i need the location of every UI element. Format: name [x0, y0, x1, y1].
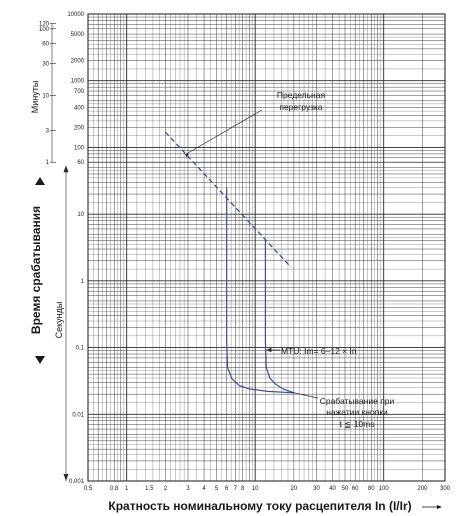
x-tick-label: 8	[241, 486, 245, 492]
y-axis-minutes-title: Минуты	[30, 81, 40, 114]
y-tick-label: 2000	[71, 59, 85, 65]
x-tick-label: 0.8	[110, 486, 119, 492]
x-tick-label: 7	[234, 486, 238, 492]
x-tick-label: 50	[342, 486, 349, 492]
seconds-scale-arrow-up	[63, 165, 69, 173]
annotation-overload-line-2: перегрузка	[279, 102, 323, 112]
series-line-2	[264, 239, 295, 394]
x-tick-label: 0.5	[84, 486, 93, 492]
series-line-0	[164, 131, 292, 268]
annotations-layer: Предельная перегрузка MTU: Im= 6–12 × In Ср…	[184, 90, 395, 429]
y-tick-label-seconds: 0.01	[72, 412, 84, 418]
y-tick-label-minutes: 10	[42, 94, 49, 100]
y-tick-label-seconds: 0.001	[69, 479, 85, 485]
annotation-button-leader	[290, 391, 319, 399]
y-tick-labels: 0.001 0.01 0.1 1 10 60 10000 5000 2000 1000 700 400…	[39, 12, 85, 485]
y-tick-label-minutes: 120	[39, 22, 50, 28]
annotation-button-line-1: Срабатывание при	[320, 396, 395, 406]
x-tick-label: 200	[417, 486, 428, 492]
plot-border	[87, 13, 446, 482]
y-tick-label-seconds: 60	[77, 160, 84, 166]
annotation-overload-line-1: Предельная	[277, 90, 326, 100]
y-tick-label: 700	[74, 89, 85, 95]
seconds-scale-arrow-down	[63, 474, 69, 481]
y-tick-label: 200	[74, 125, 85, 131]
x-tick-label: 10	[252, 486, 259, 492]
y-axis-arrow-up	[35, 177, 45, 185]
x-tick-labels: 0.5 0.8 1 1.5 2 3 4 5 6 7 8 10 20 30 40 50 60 80 100 200 300	[84, 486, 451, 492]
y-tick-label-minutes: 30	[42, 62, 49, 68]
x-tick-label: 4	[202, 486, 206, 492]
x-tick-label: 20	[291, 486, 298, 492]
y-axis-title: Время срабатывания	[29, 206, 43, 334]
y-axis-arrow-down	[35, 356, 45, 364]
y-tick-label-seconds: 0.1	[76, 346, 85, 352]
x-tick-label: 5	[215, 486, 219, 492]
grid	[87, 13, 446, 482]
x-axis-title: Кратность номинальному току расцепителя …	[108, 499, 411, 513]
x-axis-arrow-head	[437, 505, 442, 509]
x-tick-label: 60	[352, 486, 359, 492]
x-tick-label: 1.5	[145, 486, 154, 492]
x-tick-label: 6	[225, 486, 229, 492]
x-tick-label: 100	[379, 486, 390, 492]
annotation-overload-arrow	[185, 153, 190, 158]
series-layer	[164, 131, 295, 394]
x-tick-label: 300	[440, 486, 451, 492]
x-tick-label: 80	[368, 486, 375, 492]
y-tick-label-minutes: 1	[46, 160, 50, 166]
y-tick-label-minutes: 60	[42, 42, 49, 48]
axis-labels: Кратность номинальному току расцепителя …	[29, 81, 442, 513]
y-tick-label: 10000	[67, 12, 84, 18]
y-tick-label-minutes: 3	[46, 128, 50, 134]
annotation-button-line-3: t ≦ 10ms	[340, 419, 375, 429]
series-line-1	[226, 187, 294, 394]
y-tick-label-minutes: 100	[39, 27, 50, 33]
y-tick-label: 5000	[71, 32, 85, 38]
plot-frame	[87, 13, 446, 482]
x-tick-label: 3	[186, 486, 190, 492]
y-tick-label-seconds: 1	[81, 279, 85, 285]
y-tick-label-seconds: 10	[77, 212, 84, 218]
y-axis-seconds-title: Секунды	[54, 302, 64, 339]
x-tick-label: 1	[125, 486, 129, 492]
y-tick-label: 100	[74, 145, 85, 151]
annotation-overload-leader	[184, 109, 263, 155]
x-tick-label: 30	[313, 486, 320, 492]
annotation-button-line-2: нажатии кнопки	[326, 407, 388, 417]
x-tick-label: 2	[164, 486, 168, 492]
annotation-mtu: MTU: Im= 6–12 × In	[281, 346, 357, 356]
y-tick-label: 400	[74, 105, 85, 111]
annotation-mtu-arrow	[266, 347, 272, 353]
y-tick-label: 1000	[71, 79, 85, 85]
x-tick-label: 40	[329, 486, 336, 492]
